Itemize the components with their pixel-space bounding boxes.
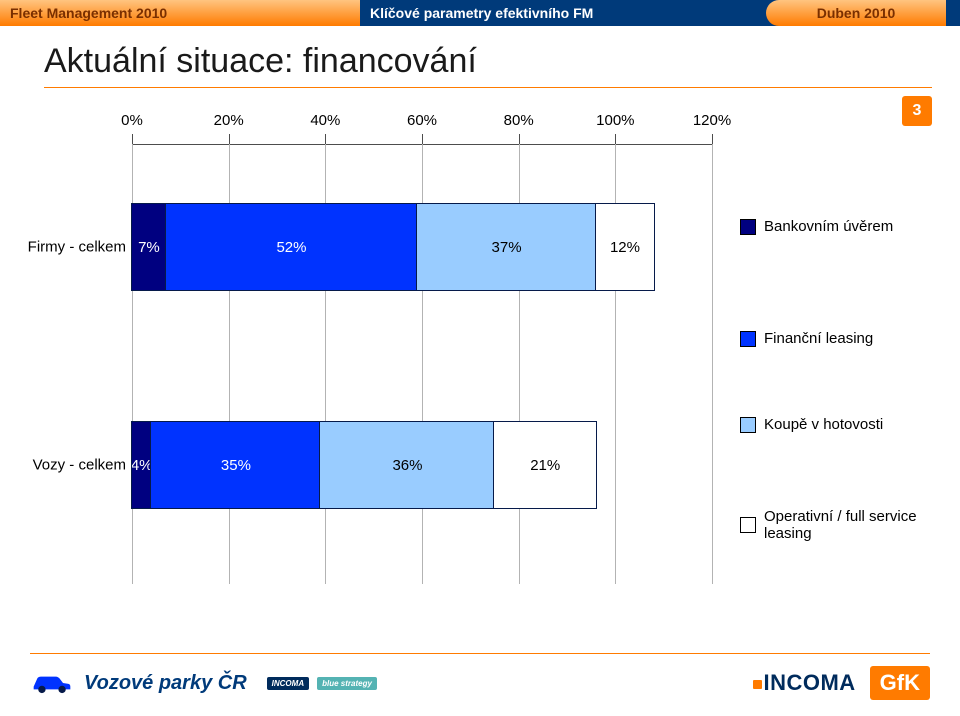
legend-swatch-icon [740,417,756,433]
mini-logo-incoma: INCOMA [267,677,309,690]
x-tick [422,134,423,144]
x-tick-label: 60% [407,112,437,129]
x-tick [325,134,326,144]
footer-right: INCOMA GfK [753,666,930,700]
x-tick-label: 40% [310,112,340,129]
gridline [712,144,713,584]
legend-swatch-icon [740,517,756,533]
bar-category-label: Vozy - celkem [2,457,126,474]
bar-segment: 37% [417,204,596,290]
bar-row: Vozy - celkem4%35%36%21% [132,422,712,508]
header-left: Fleet Management 2010 [0,0,360,26]
mini-logo-bluestrategy: blue strategy [317,677,377,690]
legend-item: Finanční leasing [740,330,873,347]
header-date-pill: Duben 2010 [766,0,946,26]
gfk-logo: GfK [870,666,930,700]
incoma-text: INCOMA [763,670,855,695]
chart: 0%20%40%60%80%100%120%Firmy - celkem7%52… [132,108,712,608]
incoma-dot-icon [753,680,762,689]
bar-row: Firmy - celkem7%52%37%12% [132,204,712,290]
x-tick [712,134,713,144]
bar-segment: 7% [132,204,166,290]
incoma-logo: INCOMA [753,670,855,696]
x-tick-label: 100% [596,112,634,129]
x-tick-label: 80% [504,112,534,129]
x-tick-label: 120% [693,112,731,129]
x-tick [229,134,230,144]
x-tick-label: 0% [121,112,143,129]
page-title: Aktuální situace: financování [0,26,960,87]
car-icon [30,670,74,696]
bar-segment: 21% [494,422,596,508]
x-tick [615,134,616,144]
legend-item: Koupě v hotovosti [740,416,883,433]
bar-segment: 12% [596,204,654,290]
legend-label: Koupě v hotovosti [764,416,883,433]
x-tick-label: 20% [214,112,244,129]
legend-item: Bankovním úvěrem [740,218,893,235]
x-tick [519,134,520,144]
page-number-badge: 3 [902,96,932,126]
legend-item: Operativní / full service leasing [740,508,948,542]
legend-swatch-icon [740,331,756,347]
bar-track: 4%35%36%21% [132,422,712,508]
bar-category-label: Firmy - celkem [2,239,126,256]
bar-track: 7%52%37%12% [132,204,712,290]
footer-left: Vozové parky ČR INCOMA blue strategy [30,670,377,696]
title-rule [44,87,932,88]
legend-swatch-icon [740,219,756,235]
bar-segment: 52% [166,204,417,290]
legend-label: Operativní / full service leasing [764,508,948,542]
x-tick [132,134,133,144]
chart-wrap: 3 0%20%40%60%80%100%120%Firmy - celkem7%… [0,100,960,620]
bar-segment: 36% [320,422,494,508]
footer-rule [30,653,930,654]
legend-label: Finanční leasing [764,330,873,347]
footer-mini-logos: INCOMA blue strategy [267,677,377,690]
header-bar: Fleet Management 2010 Klíčové parametry … [0,0,960,26]
footer-left-label: Vozové parky ČR [84,672,247,695]
footer: Vozové parky ČR INCOMA blue strategy INC… [0,656,960,716]
legend-label: Bankovním úvěrem [764,218,893,235]
plot-area: 0%20%40%60%80%100%120%Firmy - celkem7%52… [132,144,712,584]
bar-segment: 4% [132,422,151,508]
bar-segment: 35% [151,422,320,508]
